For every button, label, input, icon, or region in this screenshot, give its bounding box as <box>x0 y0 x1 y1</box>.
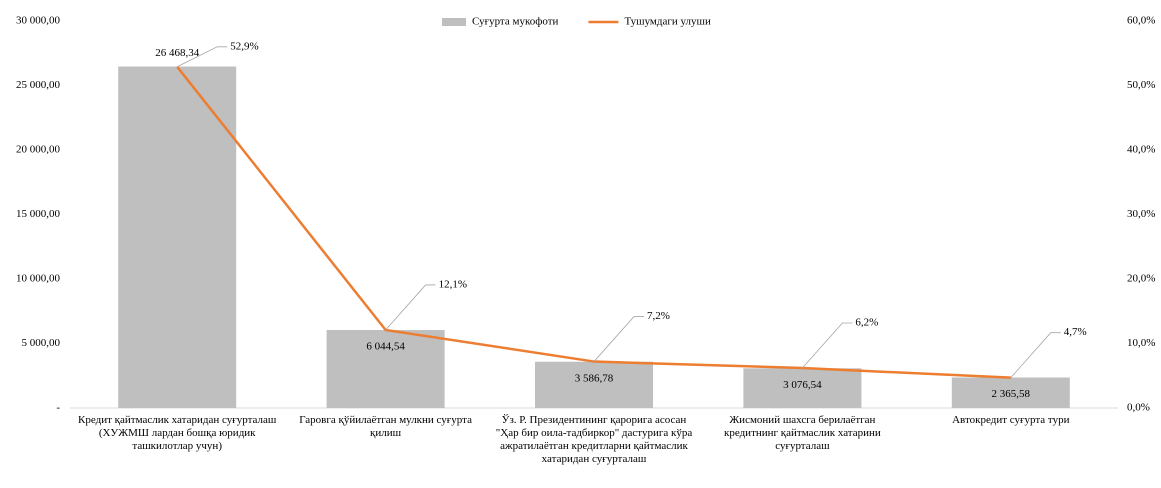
line <box>176 66 1011 379</box>
legend-swatch <box>442 18 466 26</box>
bar <box>743 368 862 408</box>
bar <box>326 330 445 408</box>
x-tick-label: Гаровга қўйилаётган мулкни суғурта қилиш <box>299 414 472 439</box>
bar <box>951 377 1070 408</box>
bar-value-label: 6 044,54 <box>366 341 405 353</box>
bar-value-label: 26 468,34 <box>155 47 200 59</box>
bar-value-label: 2 365,58 <box>992 388 1031 400</box>
leader-line <box>1010 332 1061 378</box>
x-tick-label: Ўз. Р. Президентининг қарорига асосан "Ҳ… <box>495 414 693 465</box>
leader-line <box>177 46 228 68</box>
y2-tick-label: 50,0% <box>1127 79 1155 91</box>
y2-tick-label: 20,0% <box>1127 273 1155 285</box>
y2-tick-label: 10,0% <box>1127 337 1155 349</box>
y2-tick-label: 0,0% <box>1127 402 1150 414</box>
leader-line <box>593 316 644 362</box>
y-tick-label: 15 000,00 <box>16 208 61 220</box>
y-tick-label: 30 000,00 <box>16 15 61 27</box>
y-tick-label: 25 000,00 <box>16 79 61 91</box>
line-value-label: 4,7% <box>1064 326 1087 338</box>
leader-line <box>802 322 853 369</box>
bar <box>535 361 653 408</box>
line-value-label: 12,1% <box>439 278 467 290</box>
line-value-label: 6,2% <box>855 317 878 329</box>
y2-tick-label: 60,0% <box>1127 15 1155 27</box>
line-value-label: 7,2% <box>647 310 670 322</box>
bar <box>118 66 237 408</box>
y2-tick-label: 40,0% <box>1127 144 1155 156</box>
line-value-label: 52,9% <box>230 40 258 52</box>
bar-value-label: 3 586,78 <box>575 372 614 384</box>
legend-label: Суғурта мукофоти <box>472 16 559 28</box>
x-tick-label: Кредит қайтмаслик хатаридан суғурталаш (… <box>78 414 277 452</box>
y-tick-label: 5 000,00 <box>22 337 61 349</box>
y-tick-label: 20 000,00 <box>16 144 61 156</box>
bar-value-label: 3 076,54 <box>783 379 822 391</box>
y-tick-label: 10 000,00 <box>16 273 61 285</box>
leader-line <box>385 284 436 331</box>
legend-label: Тушумдаги улуши <box>624 16 711 28</box>
y2-tick-label: 30,0% <box>1127 208 1155 220</box>
x-tick-label: Автокредит суғурта тури <box>952 414 1070 426</box>
y-tick-label: - <box>56 402 60 414</box>
x-tick-label: Жисмоний шахсга берилаётган кредитнинг қ… <box>724 414 881 452</box>
